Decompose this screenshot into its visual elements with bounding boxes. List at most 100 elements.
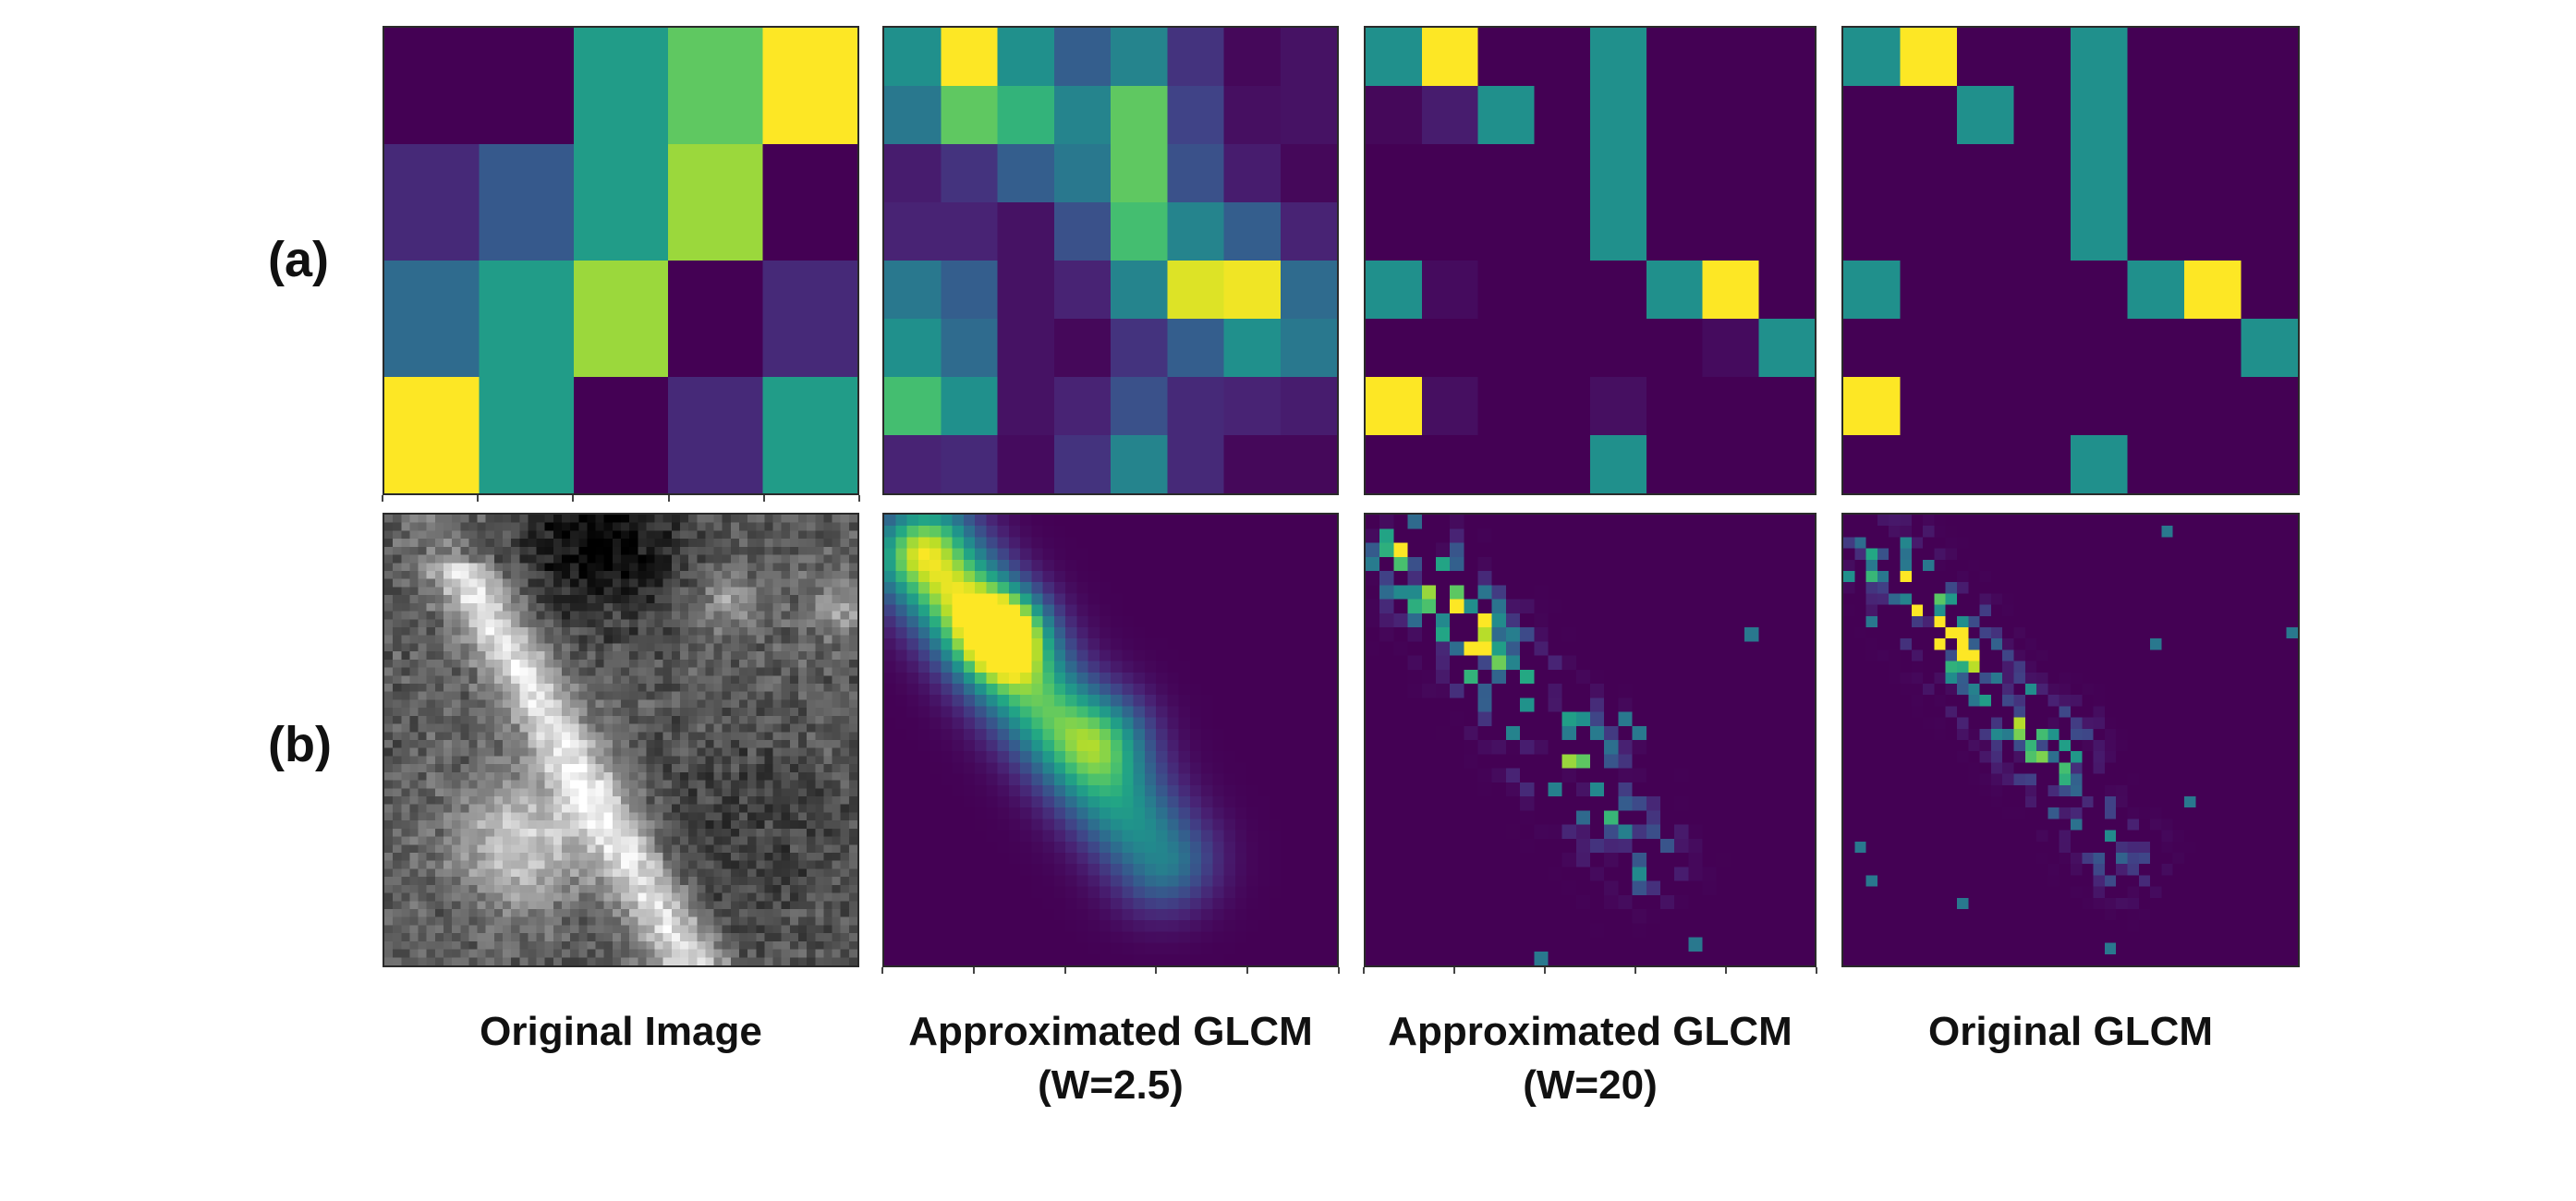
glcm-cell: [986, 582, 998, 594]
image-pixel: [536, 892, 545, 902]
image-pixel: [730, 949, 740, 958]
glcm-cell: [975, 841, 987, 854]
image-pixel: [713, 901, 723, 910]
glcm-cell: [1258, 571, 1270, 583]
glcm-cell: [1292, 942, 1304, 955]
image-pixel: [587, 860, 596, 869]
glcm-cell: [1269, 953, 1281, 965]
image-pixel: [662, 957, 673, 965]
glcm-cell: [1133, 684, 1145, 696]
image-pixel: [756, 684, 765, 692]
image-pixel: [553, 675, 563, 685]
glcm-cell: [1133, 638, 1145, 650]
image-pixel: [798, 651, 808, 661]
image-pixel: [789, 892, 799, 902]
glcm-cell: [906, 740, 918, 752]
image-pixel: [401, 916, 410, 926]
image-pixel: [452, 812, 461, 821]
image-pixel: [764, 812, 773, 821]
glcm-cell: [1189, 684, 1202, 696]
image-pixel: [477, 949, 486, 958]
image-pixel: [739, 933, 748, 942]
image-pixel: [654, 860, 663, 869]
glcm-cell: [1042, 537, 1054, 549]
glcm-cell: [1076, 920, 1088, 932]
image-pixel: [493, 828, 504, 837]
image-pixel: [477, 764, 486, 773]
image-pixel: [764, 796, 773, 805]
image-pixel: [519, 740, 529, 748]
image-pixel: [705, 659, 714, 668]
image-pixel: [503, 563, 512, 572]
glcm-cell: [917, 706, 930, 718]
glcm-cell: [1223, 909, 1235, 921]
image-pixel: [654, 675, 663, 685]
glcm-cell: [906, 537, 918, 549]
glcm-cell: [895, 672, 907, 685]
glcm-cell: [1122, 582, 1134, 594]
glcm-cell: [1144, 875, 1157, 887]
glcm-cell: [1178, 537, 1190, 549]
image-pixel: [553, 812, 563, 821]
glcm-cell: [1099, 931, 1112, 943]
row-a-original-glcm-panel: [1841, 26, 2300, 495]
image-pixel: [384, 844, 394, 854]
glcm-cell: [1031, 841, 1043, 854]
image-pixel: [477, 909, 486, 917]
glcm-cell: [1122, 773, 1134, 786]
image-pixel: [612, 563, 622, 572]
image-pixel: [519, 715, 529, 724]
image-pixel: [587, 667, 596, 676]
glcm-cell: [952, 875, 964, 887]
image-pixel: [638, 925, 647, 934]
image-pixel: [807, 571, 816, 579]
image-pixel: [426, 804, 436, 813]
image-pixel: [764, 675, 773, 685]
image-pixel: [418, 563, 427, 572]
glcm-cell: [930, 695, 942, 707]
glcm-cell: [997, 796, 1009, 808]
image-pixel: [452, 595, 461, 604]
image-pixel: [832, 723, 841, 733]
image-pixel: [798, 901, 808, 910]
image-pixel: [629, 732, 638, 741]
glcm-cell: [906, 931, 918, 943]
image-pixel: [444, 949, 453, 958]
image-pixel: [553, 909, 563, 917]
glcm-cell: [1292, 796, 1304, 808]
glcm-cell: [930, 897, 942, 910]
glcm-cell: [1167, 931, 1179, 943]
image-pixel: [798, 796, 808, 805]
image-pixel: [393, 611, 402, 620]
image-pixel: [848, 949, 857, 958]
image-pixel: [730, 602, 740, 612]
glcm-cell: [963, 819, 976, 831]
matrix-cell: [1167, 86, 1225, 146]
glcm-cell: [1088, 627, 1100, 639]
image-pixel: [722, 901, 732, 910]
image-pixel: [562, 892, 571, 902]
image-pixel: [646, 708, 655, 717]
image-pixel: [688, 804, 698, 813]
image-pixel: [485, 578, 495, 588]
glcm-cell: [1008, 582, 1021, 594]
glcm-cell: [930, 559, 942, 572]
image-pixel: [688, 635, 698, 644]
glcm-cell: [975, 942, 987, 955]
image-pixel: [444, 747, 453, 757]
image-pixel: [460, 747, 469, 757]
image-pixel: [781, 667, 791, 676]
glcm-cell: [884, 638, 896, 650]
glcm-cell: [1008, 886, 1021, 899]
glcm-cell: [1178, 717, 1190, 730]
image-pixel: [562, 715, 571, 724]
matrix-cell: [1053, 202, 1112, 262]
image-pixel: [434, 892, 444, 902]
glcm-cell: [963, 886, 976, 899]
glcm-cell: [1042, 886, 1054, 899]
image-pixel: [460, 563, 469, 572]
glcm-cell: [895, 909, 907, 921]
image-pixel: [722, 909, 732, 917]
glcm-cell: [1167, 515, 1179, 527]
image-pixel: [468, 522, 478, 531]
